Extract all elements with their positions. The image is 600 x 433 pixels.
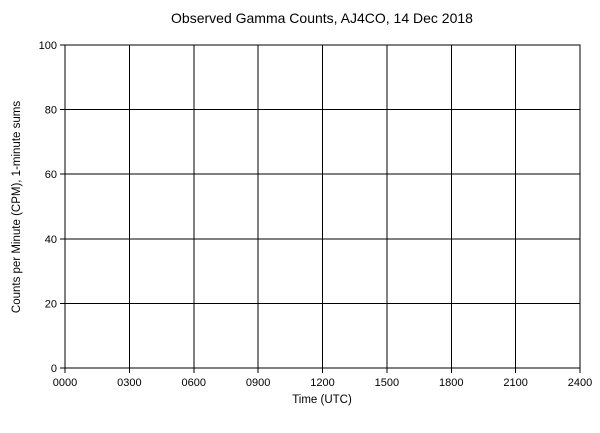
- x-tick-label: 0600: [182, 377, 206, 389]
- y-tick-label: 40: [45, 234, 57, 246]
- x-tick-label: 0000: [53, 377, 77, 389]
- chart-title: Observed Gamma Counts, AJ4CO, 14 Dec 201…: [171, 10, 473, 26]
- x-tick-label: 2100: [503, 377, 527, 389]
- x-tick-label: 0900: [246, 377, 270, 389]
- x-axis-label: Time (UTC): [292, 394, 352, 406]
- y-tick-label: 80: [45, 105, 57, 117]
- y-tick-label: 20: [45, 298, 57, 310]
- y-tick-label: 100: [39, 40, 57, 52]
- y-tick-label: 60: [45, 169, 57, 181]
- x-tick-label: 1500: [375, 377, 399, 389]
- y-tick-label: 0: [51, 363, 57, 375]
- y-axis-label: Counts per Minute (CPM), 1-minute sums: [11, 101, 23, 313]
- plot-area: 0000 0300 0600 0900 1200 1500 1800 2100 2400 0 20 4…: [39, 40, 593, 389]
- x-tick-label: 2400: [568, 377, 592, 389]
- x-tick-label: 1800: [439, 377, 463, 389]
- x-tick-label: 0300: [117, 377, 141, 389]
- x-tick-label: 1200: [310, 377, 334, 389]
